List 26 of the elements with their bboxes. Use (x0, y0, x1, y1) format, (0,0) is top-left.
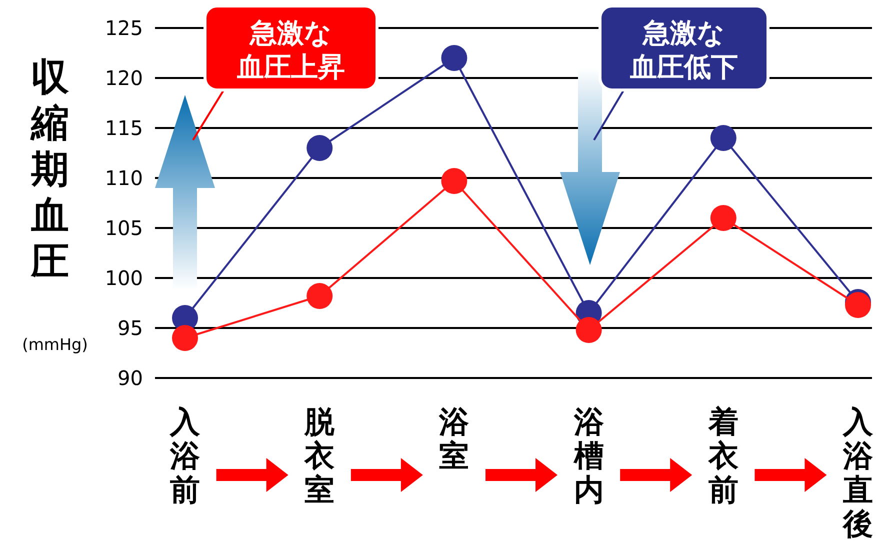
point (576, 317, 602, 343)
x-tick-label: 入浴直後 (842, 405, 874, 542)
y-tick-label: 105 (104, 216, 143, 240)
annotation: 急激な血圧上昇 (236, 18, 345, 83)
y-tick-label: 110 (104, 166, 143, 190)
y-tick-label: 95 (118, 316, 143, 340)
point (710, 125, 736, 151)
point (441, 168, 468, 194)
point (441, 45, 468, 71)
point (172, 325, 198, 351)
y-tick-label: 90 (118, 366, 143, 390)
y-tick-label: 120 (104, 66, 143, 90)
y-axis-title: 収縮期血圧 (30, 55, 69, 283)
point (306, 283, 333, 309)
x-tick-label: 入浴前 (169, 405, 201, 508)
x-tick-label: 脱衣室 (304, 405, 336, 508)
x-tick-label: 浴槽内 (572, 405, 604, 508)
annotation: 急激な血圧低下 (629, 18, 738, 83)
y-tick-label: 100 (104, 266, 143, 290)
point (306, 135, 333, 161)
y-tick-label: 125 (104, 16, 143, 40)
point (710, 205, 736, 231)
y-tick-label: 115 (104, 116, 143, 140)
text: (mmHg) (22, 335, 88, 354)
x-tick-label: 着衣前 (707, 405, 740, 508)
x-tick-label: 浴室 (438, 405, 470, 474)
